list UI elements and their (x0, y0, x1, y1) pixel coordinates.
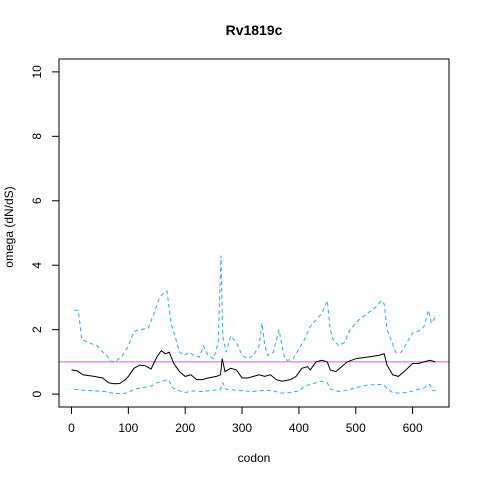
x-tick-label: 400 (289, 421, 309, 435)
y-axis-label: omega (dN/dS) (2, 186, 16, 267)
axes: 0 100 200 300 400 500 600 0 2 4 6 8 10 (30, 65, 423, 435)
series-line-1 (74, 255, 436, 363)
x-tick-label: 500 (346, 421, 366, 435)
x-tick-label: 600 (403, 421, 423, 435)
x-tick-label: 200 (175, 421, 195, 435)
plot-area (59, 255, 449, 394)
x-tick-label: 300 (232, 421, 252, 435)
series-line-2 (74, 379, 436, 394)
chart-title: Rv1819c (226, 22, 283, 38)
y-tick-label: 6 (30, 197, 44, 204)
x-axis-label: codon (238, 451, 271, 465)
x-tick-label: 0 (68, 421, 75, 435)
y-tick-label: 4 (30, 262, 44, 269)
y-tick-label: 0 (30, 390, 44, 397)
plot-frame (58, 58, 450, 408)
series-line-0 (71, 349, 436, 385)
x-tick-label: 100 (118, 421, 138, 435)
y-tick-label: 10 (30, 65, 44, 79)
y-tick-label: 8 (30, 133, 44, 140)
y-tick-label: 2 (30, 326, 44, 333)
